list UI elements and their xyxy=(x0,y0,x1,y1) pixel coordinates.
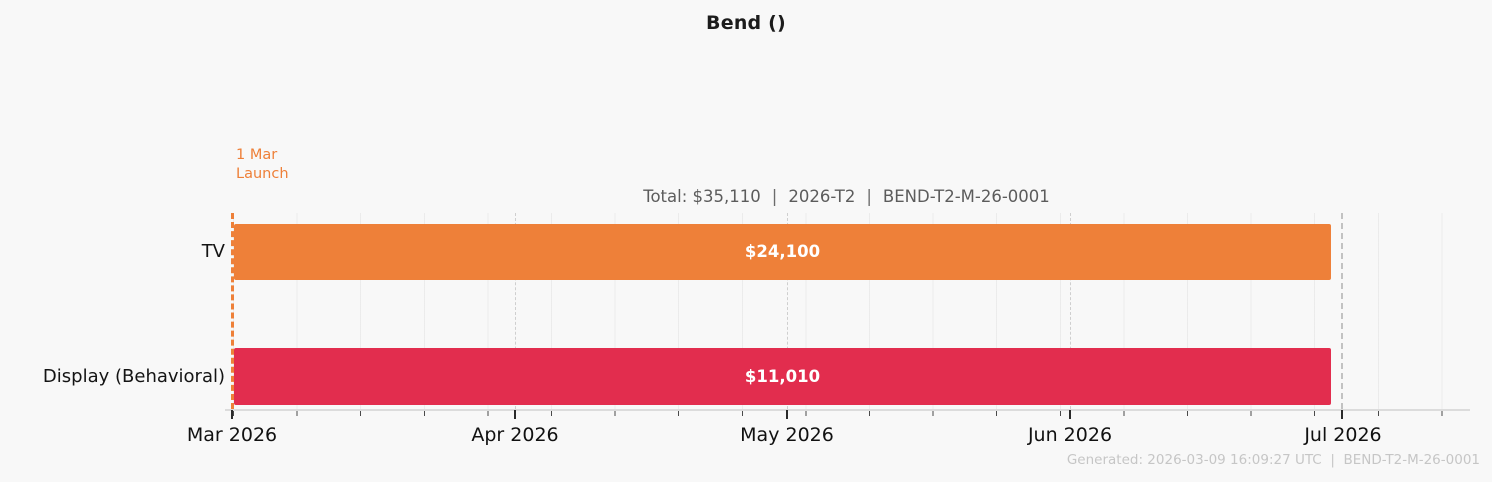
x-axis-line xyxy=(225,409,1470,411)
launch-annotation-date: 1 Mar xyxy=(236,147,278,163)
x-axis-major-tick-jul xyxy=(1341,410,1343,419)
x-tick-label-apr-2026: Apr 2026 xyxy=(471,424,559,446)
chart-title: Bend () xyxy=(706,12,786,34)
summary-total: Total: $35,110 xyxy=(643,187,761,206)
x-axis-major-tick-may xyxy=(786,410,788,419)
x-tick-label-jun-2026: Jun 2026 xyxy=(1027,424,1113,446)
x-axis-major-tick-jun xyxy=(1069,410,1071,419)
x-tick-label-jul-2026: Jul 2026 xyxy=(1304,424,1382,446)
summary-term: 2026-T2 xyxy=(788,187,856,206)
month-gridline-jun xyxy=(1070,213,1071,409)
summary-line: Total: $35,110 | 2026-T2 | BEND-T2-M-26-0001 xyxy=(233,187,1460,206)
generated-timestamp: Generated: 2026-03-09 16:09:27 UTC | BEN… xyxy=(1066,452,1480,468)
x-tick-label-may-2026: May 2026 xyxy=(740,424,834,446)
bar-tv: $24,100 xyxy=(234,224,1331,280)
summary-separator: | xyxy=(866,187,872,206)
category-label-tv: TV xyxy=(201,241,225,262)
month-gridline-may xyxy=(787,213,788,409)
bar-tv-value: $24,100 xyxy=(744,242,821,261)
x-axis-major-tick-apr xyxy=(514,410,516,419)
x-tick-label-mar-2026: Mar 2026 xyxy=(186,424,278,446)
summary-separator: | xyxy=(771,187,778,206)
launch-date-line xyxy=(231,213,234,409)
month-gridline-apr xyxy=(515,213,516,409)
category-label-display-behavioral: Display (Behavioral) xyxy=(42,366,225,387)
bar-display-behavioral: $11,010 xyxy=(234,348,1331,405)
launch-annotation-label: Launch xyxy=(236,165,289,182)
x-axis-minor-ticks xyxy=(233,411,1461,416)
x-axis-major-tick-mar xyxy=(231,410,233,419)
bar-display-value: $11,010 xyxy=(744,367,821,386)
launch-annotation: 1 Mar Launch xyxy=(236,146,289,183)
summary-code: BEND-T2-M-26-0001 xyxy=(882,187,1050,206)
month-gridline-jul xyxy=(1341,213,1343,409)
